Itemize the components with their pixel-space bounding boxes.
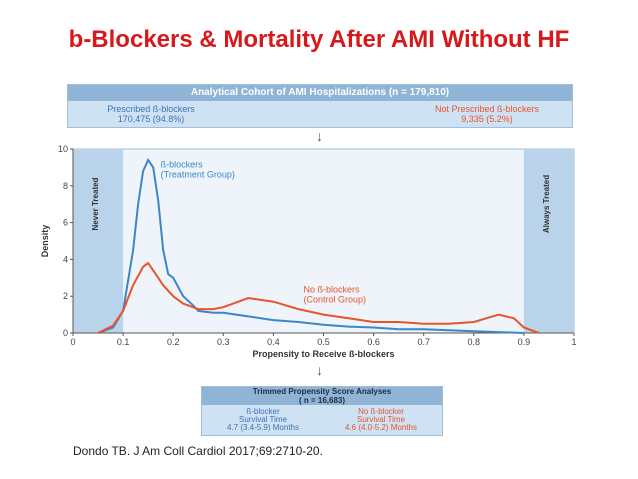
trimmed-no-bblocker: No ß-blocker Survival Time 4.6 (4.0-5.2)…: [326, 408, 436, 432]
series-line-0: [97, 157, 524, 334]
trimmed-bblocker: ß-blocker Survival Time 4.7 (3.4-5.9) Mo…: [208, 408, 318, 432]
trimmed-left-line1: ß-blocker: [246, 407, 280, 416]
band-label-0: Never Treated: [91, 177, 100, 230]
trimmed-header-title: Trimmed Propensity Score Analyses: [252, 387, 392, 396]
not-prescribed-value: 9,335 (5.2%): [461, 114, 513, 124]
y-tick-label-4: 8: [63, 181, 68, 191]
band-0: [73, 149, 124, 333]
series-label-1: No ß-blockers: [303, 285, 360, 295]
x-tick-label-1: 0.1: [117, 337, 130, 347]
trimmed-right-line2: Survival Time: [356, 415, 405, 424]
x-tick-label-8: 0.8: [468, 337, 481, 347]
y-axis-label: Density: [40, 225, 50, 258]
x-tick-label-0: 0: [70, 337, 75, 347]
plot-area: [72, 148, 575, 334]
prescribed-value: 170,475 (94.8%): [117, 114, 185, 124]
slide-title: b-Blockers & Mortality After AMI Without…: [68, 26, 570, 53]
arrow-down-icon: ↓: [316, 128, 323, 144]
band-1: [523, 149, 574, 333]
cohort-header: Analytical Cohort of AMI Hospitalization…: [68, 85, 572, 101]
series-sublabel-0: (Treatment Group): [161, 169, 235, 179]
prescribed-group: Prescribed ß-blockers 170,475 (94.8%): [76, 104, 226, 124]
y-tick-label-3: 6: [63, 218, 68, 228]
x-tick-label-6: 0.6: [367, 337, 380, 347]
x-tick-label-5: 0.5: [317, 337, 330, 347]
x-tick-label-9: 0.9: [518, 337, 531, 347]
y-tick-label-5: 10: [58, 144, 68, 154]
y-tick-label-2: 4: [63, 254, 68, 264]
trimmed-box: Trimmed Propensity Score Analyses ( n = …: [201, 386, 443, 436]
citation: Dondo TB. J Am Coll Cardiol 2017;69:2710…: [73, 444, 323, 458]
trimmed-left-line3: 4.7 (3.4-5.9) Months: [226, 423, 300, 432]
not-prescribed-group: Not Prescribed ß-blockers 9,335 (5.2%): [412, 104, 562, 124]
y-tick-label-1: 2: [63, 291, 68, 301]
prescribed-label: Prescribed ß-blockers: [107, 104, 195, 114]
x-axis-label: Propensity to Receive ß-blockers: [252, 349, 394, 359]
not-prescribed-label: Not Prescribed ß-blockers: [434, 104, 540, 114]
trimmed-right-line1: No ß-blocker: [358, 407, 404, 416]
cohort-box: Analytical Cohort of AMI Hospitalization…: [67, 84, 573, 128]
band-label-1: Always Treated: [542, 175, 551, 233]
x-tick-label-7: 0.7: [417, 337, 430, 347]
trimmed-right-line3: 4.6 (4.0-5.2) Months: [344, 423, 418, 432]
x-tick-label-4: 0.4: [267, 337, 280, 347]
series-line-1: [97, 261, 540, 334]
x-tick-label-3: 0.3: [217, 337, 230, 347]
series-sublabel-1: (Control Group): [303, 295, 366, 305]
trimmed-header-n: ( n = 16,683): [298, 396, 346, 405]
trimmed-header: Trimmed Propensity Score Analyses ( n = …: [202, 387, 442, 405]
x-tick-label-2: 0.2: [167, 337, 180, 347]
series-label-0: ß-blockers: [161, 159, 204, 169]
arrow-down-icon: ↓: [316, 362, 323, 378]
x-tick-label-10: 1: [571, 337, 576, 347]
trimmed-left-line2: Survival Time: [238, 415, 287, 424]
y-tick-label-0: 0: [63, 328, 68, 338]
